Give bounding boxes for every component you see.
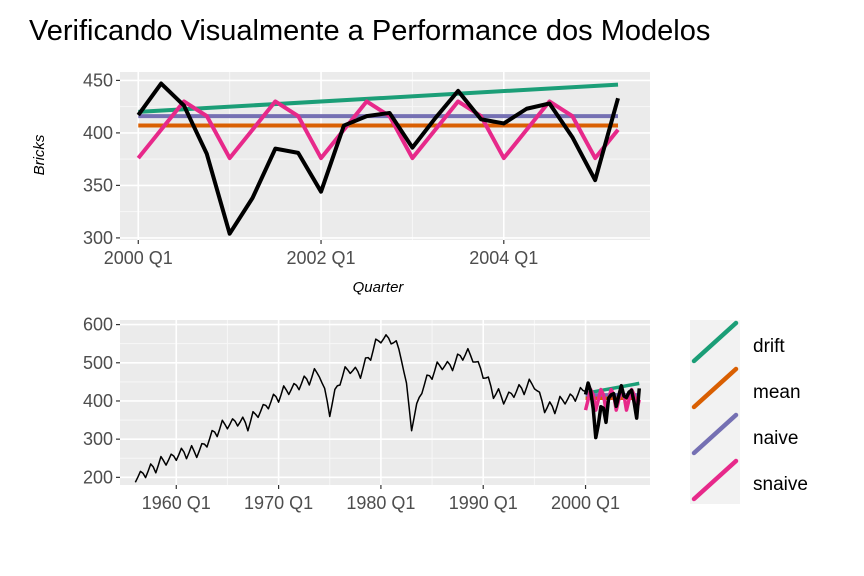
legend-label-snaive: snaive (753, 474, 808, 495)
bottom-series (134, 334, 642, 483)
bottom-axis-ticks: 200 300 400 500 600 1960 Q1 1970 Q1 1980 Q1 1990… (83, 315, 620, 513)
x-tick-label: 2000 Q1 (551, 493, 620, 513)
y-tick-label: 200 (83, 467, 113, 487)
legend-label-mean: mean (753, 382, 801, 403)
x-tick-label: 1990 Q1 (449, 493, 518, 513)
y-tick-label: 300 (83, 429, 113, 449)
x-tick-label: 1970 Q1 (244, 493, 313, 513)
top-series (136, 81, 620, 236)
x-tick-label: 1980 Q1 (346, 493, 415, 513)
legend-key-snaive (691, 458, 739, 502)
legend-key-background (690, 320, 740, 504)
chart-title: Verificando Visualmente a Performance do… (29, 15, 710, 47)
series-actual-line (136, 81, 620, 236)
x-tick-label: 2004 Q1 (469, 248, 538, 268)
legend: drift mean naive snaive (690, 320, 808, 504)
series-snaive-line (136, 99, 620, 161)
x-axis-label: Quarter (353, 279, 405, 296)
legend-key-drift (691, 320, 739, 364)
top-axis-ticks: 300 350 400 450 2000 Q1 2002 Q1 2004 Q1 (83, 70, 538, 268)
y-tick-label: 450 (83, 70, 113, 90)
y-tick-label: 400 (83, 123, 113, 143)
y-tick-label: 350 (83, 175, 113, 195)
bottom-panel: 200 300 400 500 600 1960 Q1 1970 Q1 1980 Q1 1990… (83, 315, 650, 513)
x-tick-label: 2002 Q1 (287, 248, 356, 268)
y-tick-label: 600 (83, 315, 113, 335)
y-tick-label: 300 (83, 228, 113, 248)
bottom-series-snaive-line (583, 387, 641, 412)
history-line (134, 334, 586, 483)
x-tick-label: 2000 Q1 (104, 248, 173, 268)
bottom-plot-background (120, 320, 650, 485)
legend-label-drift: drift (753, 336, 785, 357)
y-axis-label: Bricks (31, 134, 48, 175)
legend-key-naive (691, 412, 739, 456)
top-panel: 300 350 400 450 2000 Q1 2002 Q1 2004 Q1 Quarte… (31, 70, 650, 296)
bottom-gridlines (120, 320, 650, 485)
y-tick-label: 400 (83, 391, 113, 411)
x-tick-label: 1960 Q1 (142, 493, 211, 513)
legend-label-naive: naive (753, 428, 798, 449)
y-tick-label: 500 (83, 353, 113, 373)
legend-key-mean (691, 366, 739, 410)
bottom-series-actual-line (583, 381, 642, 440)
series-drift-line (138, 82, 619, 114)
